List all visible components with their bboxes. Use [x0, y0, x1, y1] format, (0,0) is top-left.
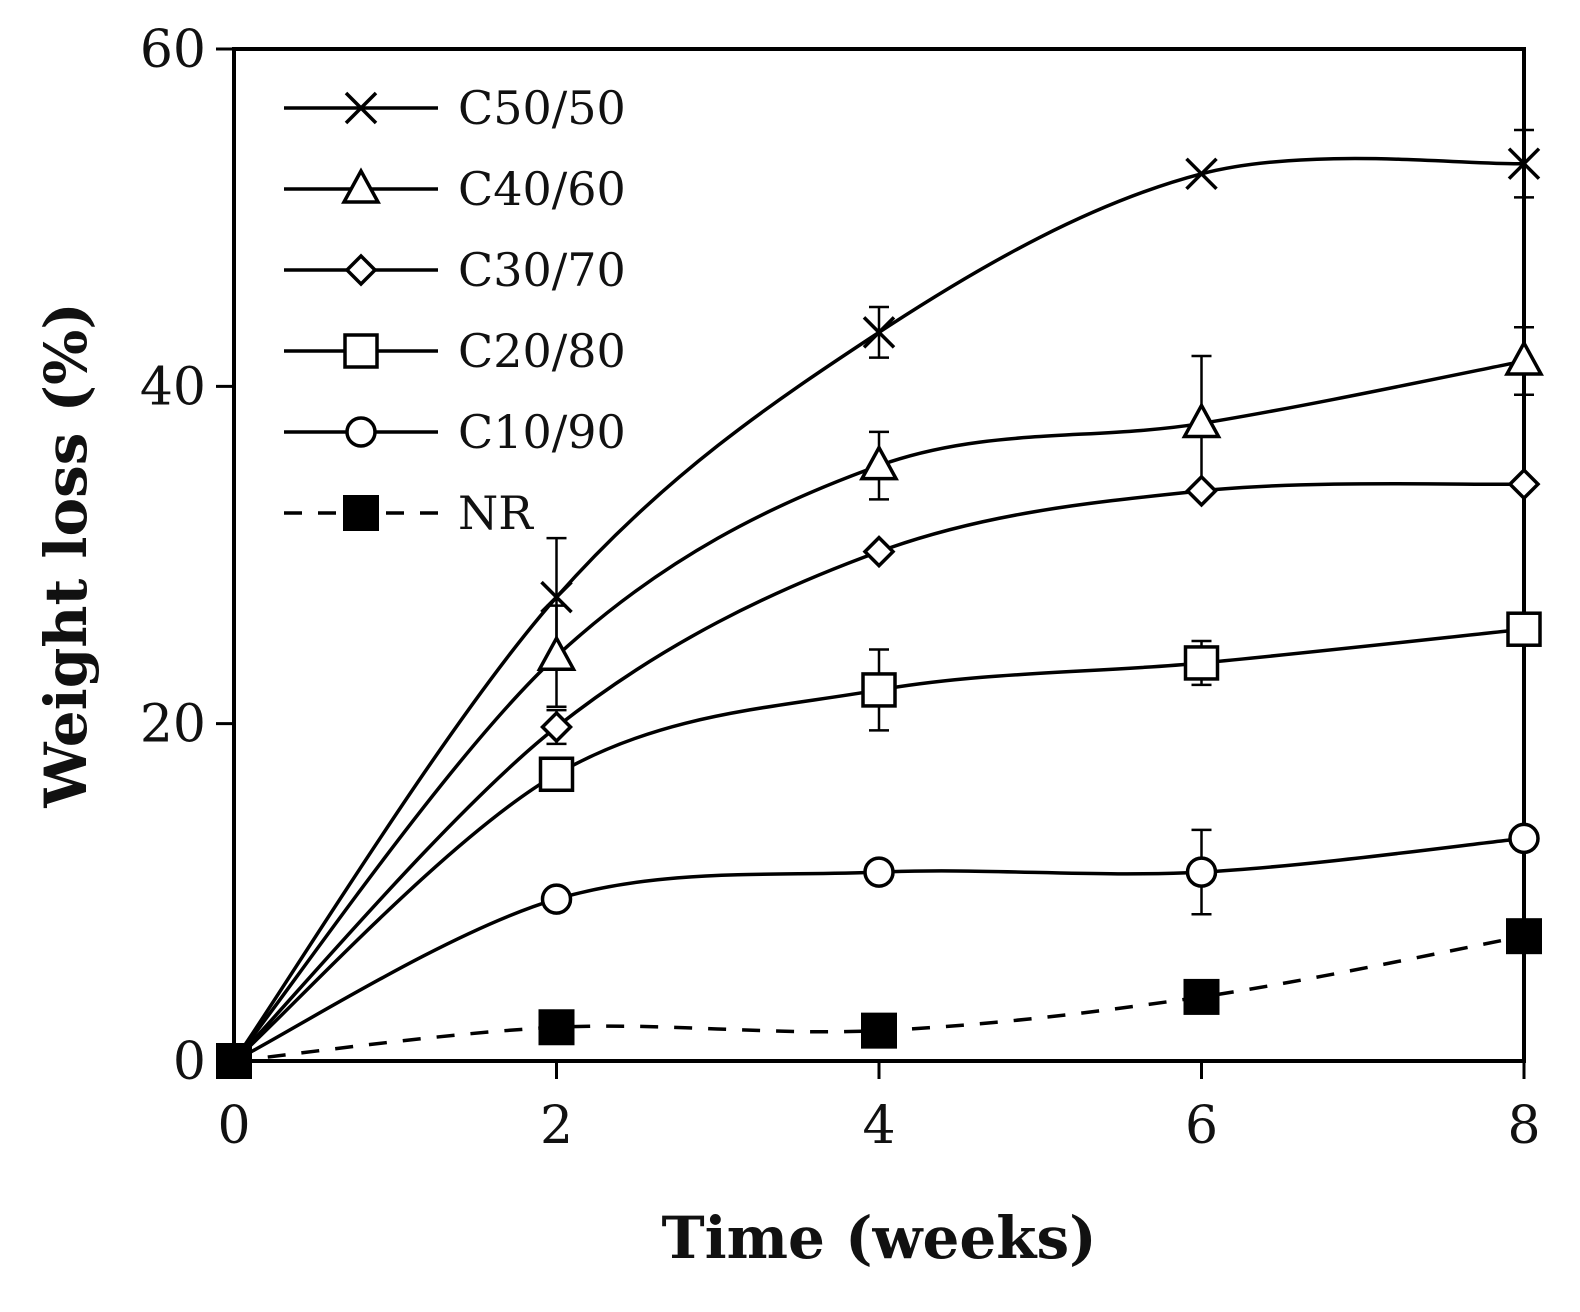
- data-point-c10-90: [1185, 856, 1218, 888]
- series-line-c40-60: [232, 359, 1525, 1063]
- legend-label: C30/70: [458, 243, 626, 297]
- x-tick-label: 6: [1185, 1096, 1218, 1156]
- x-tick-label: 0: [217, 1096, 250, 1156]
- legend-label: C50/50: [458, 81, 626, 135]
- legend-entry-c30-70: C30/70: [284, 243, 626, 297]
- series-c50-50: [216, 128, 1541, 1079]
- legend-marker: [345, 416, 377, 448]
- series-c30-70: [216, 467, 1541, 1079]
- legend-marker: [344, 253, 378, 287]
- data-point-c20-80: [1183, 645, 1220, 681]
- data-point-c50-50: [1185, 157, 1218, 191]
- data-point-nr: [216, 1043, 252, 1079]
- y-tick-label: 60: [140, 20, 206, 80]
- data-point-c30-70: [540, 710, 573, 744]
- y-axis-ticks: 0 20 40 60: [140, 20, 234, 1092]
- legend-entry-c50-50: C50/50: [284, 81, 626, 135]
- legend-entry-c20-80: C20/80: [284, 324, 626, 378]
- series-line-c50-50: [232, 156, 1525, 1062]
- data-point-c20-80: [861, 672, 897, 708]
- data-point-c10-90: [863, 856, 895, 888]
- legend-marker: [344, 91, 378, 125]
- x-axis-title: Time (weeks): [661, 1204, 1096, 1272]
- legend-marker: [343, 495, 379, 531]
- legend-marker: [343, 333, 379, 369]
- data-point-c40-60: [536, 634, 577, 671]
- y-tick-label: 0: [173, 1032, 206, 1092]
- x-axis-ticks: 0 2 4 6 8: [217, 1061, 1541, 1156]
- data-point-c10-90: [1508, 822, 1540, 855]
- data-point-c30-70: [1507, 467, 1541, 501]
- legend-marker: [341, 167, 381, 204]
- series-nr: [216, 918, 1542, 1079]
- data-point-c10-90: [540, 883, 573, 915]
- y-tick-label: 40: [140, 357, 206, 417]
- series-layer: [216, 128, 1544, 1079]
- data-point-c20-80: [538, 756, 575, 793]
- data-point-c50-50: [1507, 147, 1541, 180]
- x-tick-label: 8: [1507, 1096, 1540, 1156]
- y-tick-label: 20: [140, 695, 206, 755]
- legend-label: C10/90: [458, 405, 626, 459]
- legend-entry-nr: NR: [284, 486, 534, 540]
- data-point-nr: [1506, 918, 1542, 955]
- data-point-c50-50: [862, 316, 896, 349]
- series-line-c30-70: [232, 481, 1525, 1063]
- data-point-c30-70: [1185, 474, 1218, 508]
- data-point-nr: [861, 1012, 897, 1049]
- data-point-nr: [1183, 978, 1220, 1015]
- legend-entry-c10-90: C10/90: [284, 405, 626, 459]
- data-point-c30-70: [862, 535, 896, 569]
- legend-label: NR: [458, 486, 534, 540]
- data-point-c50-50: [540, 580, 573, 614]
- x-tick-label: 4: [862, 1096, 895, 1156]
- data-point-c40-60: [1504, 339, 1544, 376]
- legend-label: C20/80: [458, 324, 626, 378]
- legend-entry-c40-60: C40/60: [284, 162, 626, 216]
- legend-label: C40/60: [458, 162, 626, 216]
- data-point-c20-80: [1506, 611, 1542, 647]
- data-point-c40-60: [1181, 401, 1222, 439]
- series-c20-80: [216, 611, 1542, 1079]
- legend: C50/50 C40/60 C30/70 C20/80 C10/90 NR: [284, 81, 626, 540]
- y-axis-title: Weight loss (%): [32, 302, 100, 808]
- data-point-c40-60: [859, 443, 899, 481]
- data-point-nr: [538, 1009, 575, 1046]
- x-tick-label: 2: [540, 1096, 573, 1156]
